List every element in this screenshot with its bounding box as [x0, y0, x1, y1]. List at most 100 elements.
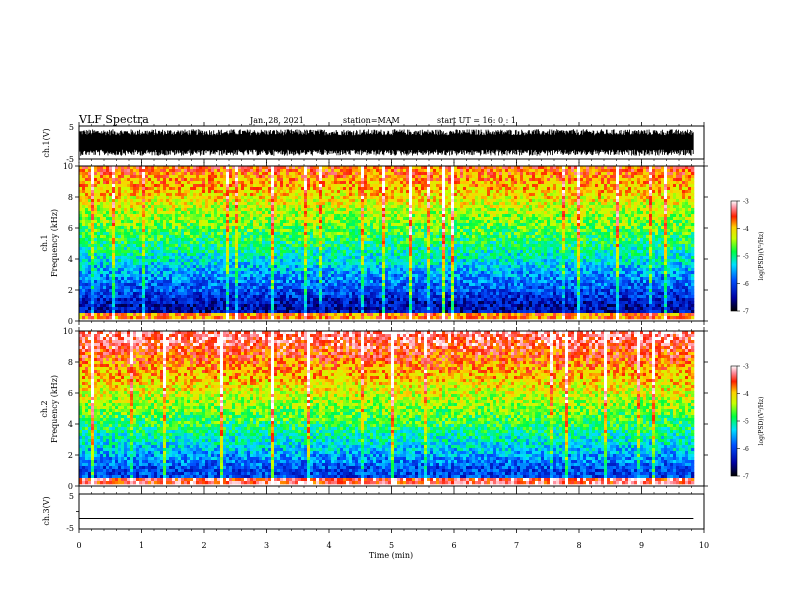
spectrogram-cell [139, 238, 143, 242]
spectrogram-cell [355, 166, 359, 170]
spectrogram-cell [250, 175, 254, 179]
spectrogram-cell [331, 274, 335, 278]
spectrogram-cell [349, 169, 353, 173]
spectrogram-cell [316, 181, 320, 185]
spectrogram-cell [229, 307, 233, 311]
spectrogram-cell [340, 205, 344, 209]
spectrogram-cell [229, 193, 233, 197]
spectrogram-cell [181, 313, 185, 317]
spectrogram-cell [157, 196, 161, 200]
spectrogram-cell [274, 298, 278, 302]
spectrogram-cell [292, 289, 296, 293]
spectrogram-cell [328, 238, 332, 242]
spectrogram-cell [238, 310, 242, 314]
spectrogram-cell [109, 202, 113, 206]
spectrogram-cell [313, 208, 317, 212]
spectrogram-cell [301, 211, 305, 215]
spectrogram-cell [328, 202, 332, 206]
spectrogram-cell [361, 244, 365, 248]
spectrogram-cell [148, 223, 152, 227]
spectrogram-cell [82, 184, 86, 188]
spectrogram-cell [334, 241, 338, 245]
spectrogram-cell [79, 283, 83, 287]
spectrogram-cell [205, 229, 209, 233]
spectrogram-cell [220, 184, 224, 188]
spectrogram-cell [175, 211, 179, 215]
spectrogram-cell [262, 166, 266, 170]
spectrogram-cell [244, 211, 248, 215]
spectrogram-cell [136, 271, 140, 275]
spectrogram-cell [244, 313, 248, 317]
spectrogram-cell [289, 289, 293, 293]
spectrogram-cell [358, 232, 362, 236]
spectrogram-cell [127, 217, 131, 221]
spectrogram-cell [217, 316, 221, 320]
spectrogram-cell [154, 208, 158, 212]
spectrogram-cell [304, 256, 308, 260]
spectrogram-cell [301, 229, 305, 233]
spectrogram-cell [169, 187, 173, 191]
spectrogram-cell [307, 229, 311, 233]
spectrogram-cell [280, 166, 284, 170]
spectrogram-cell [253, 289, 257, 293]
spectrogram-cell [193, 226, 197, 230]
spectrogram-cell [280, 193, 284, 197]
spectrogram-cell [94, 193, 98, 197]
spectrogram-cell [199, 304, 203, 308]
spectrogram-cell [325, 238, 329, 242]
spectrogram-cell [166, 217, 170, 221]
spectrogram-cell [343, 187, 347, 191]
spectrogram-cell [343, 166, 347, 170]
spectrogram-cell [121, 286, 125, 290]
spectrogram-cell [346, 217, 350, 221]
spectrogram-cell [274, 193, 278, 197]
spectrogram-cell [241, 193, 245, 197]
spectrogram-cell [355, 229, 359, 233]
spectrogram-cell [229, 229, 233, 233]
spectrogram-cell [364, 259, 368, 263]
spectrogram-cell [127, 223, 131, 227]
spectrogram-cell [247, 220, 251, 224]
spectrogram-cell [109, 280, 113, 284]
spectrogram-cell [100, 301, 104, 305]
spectrogram-cell [196, 190, 200, 194]
spectrogram-cell [310, 250, 314, 254]
spectrogram-cell [184, 202, 188, 206]
spectrogram-cell [88, 208, 92, 212]
spectrogram-cell [130, 238, 134, 242]
spectrogram-cell [280, 190, 284, 194]
spectrogram-cell [334, 229, 338, 233]
spectrogram-cell [130, 256, 134, 260]
spectrogram-cell [139, 220, 143, 224]
spectrogram-cell [253, 172, 257, 176]
spectrogram-cell [109, 265, 113, 269]
spectrogram-cell [109, 286, 113, 290]
spectrogram-cell [241, 295, 245, 299]
spectrogram-cell [301, 175, 305, 179]
spectrogram-cell [175, 262, 179, 266]
station-label: station=MAM [343, 116, 400, 125]
spectrogram-cell [106, 238, 110, 242]
spectrogram-cell [82, 307, 86, 311]
spectrogram-cell [136, 196, 140, 200]
spectrogram-cell [265, 295, 269, 299]
spectrogram-cell [283, 313, 287, 317]
spectrogram-cell [283, 292, 287, 296]
spectrogram-cell [250, 199, 254, 203]
spectrogram-cell [328, 181, 332, 185]
spectrogram-cell [127, 241, 131, 245]
spectrogram-cell [199, 274, 203, 278]
spectrogram-cell [277, 286, 281, 290]
spectrogram-cell [307, 250, 311, 254]
spectrogram-cell [346, 244, 350, 248]
spectrogram-cell [112, 274, 116, 278]
spectrogram-cell [139, 298, 143, 302]
spectrogram-cell [265, 283, 269, 287]
spectrogram-cell [274, 190, 278, 194]
spectrogram-cell [154, 313, 158, 317]
spectrogram-cell [301, 250, 305, 254]
spectrogram-cell [232, 217, 236, 221]
spectrogram-cell [100, 316, 104, 320]
spectrogram-cell [304, 277, 308, 281]
spectrogram-cell [154, 205, 158, 209]
